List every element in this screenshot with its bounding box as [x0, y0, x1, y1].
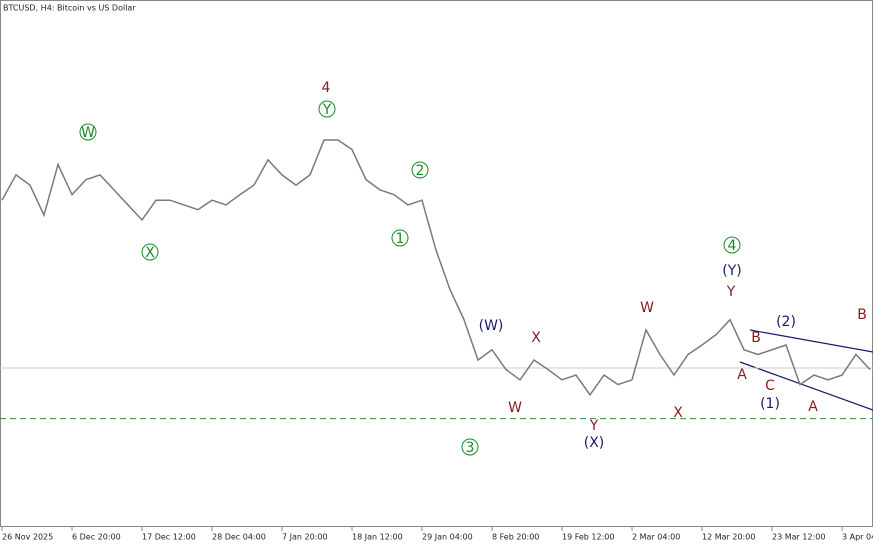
wave-label: W — [81, 125, 95, 141]
price-line — [1, 139, 871, 397]
x-tick-label: 29 Jan 04:00 — [422, 533, 473, 542]
wave-label: C — [765, 378, 775, 394]
x-tick-label: 28 Dec 04:00 — [212, 533, 266, 542]
channel-line — [739, 361, 873, 411]
wave-label: Y — [322, 102, 332, 118]
x-tick-label: 26 Nov 2025 — [2, 533, 53, 542]
wave-label: X — [145, 245, 155, 261]
wave-label: (1) — [760, 396, 780, 412]
x-tick-label: 18 Jan 12:00 — [352, 533, 403, 542]
wave-label: Y — [726, 284, 736, 300]
wave-circle — [461, 438, 479, 456]
x-tick-label: 3 Apr 04:00 — [842, 533, 873, 542]
wave-label: 3 — [466, 440, 475, 456]
x-tick-label: 17 Dec 12:00 — [142, 533, 196, 542]
wave-label: B — [751, 330, 761, 346]
wave-label: 1 — [396, 231, 405, 247]
wave-circle — [318, 100, 336, 118]
wave-label: W — [508, 400, 522, 416]
wave-label: 4 — [322, 80, 331, 96]
x-tick-label: 23 Mar 12:00 — [772, 533, 825, 542]
wave-label: B — [857, 307, 867, 323]
x-tick-label: 7 Jan 20:00 — [282, 533, 328, 542]
wave-circle — [141, 243, 159, 261]
x-tick-label: 12 Mar 20:00 — [702, 533, 755, 542]
x-tick-label: 6 Dec 20:00 — [72, 533, 121, 542]
wave-label: A — [737, 367, 747, 383]
x-tick-label: 8 Feb 20:00 — [492, 533, 539, 542]
wave-label: (Y) — [722, 263, 741, 279]
wave-circle — [79, 123, 97, 141]
wave-circle — [411, 161, 429, 179]
wave-label: X — [673, 405, 683, 421]
wave-label: A — [808, 399, 818, 415]
wave-label: W — [640, 300, 654, 316]
wave-label: Y — [589, 418, 599, 434]
wave-circle — [723, 236, 741, 254]
wave-label: (W) — [479, 318, 504, 334]
wave-label: (2) — [776, 314, 796, 330]
chart-title: BTCUSD, H4: Bitcoin vs US Dollar — [3, 4, 136, 13]
wave-label: 2 — [416, 163, 425, 179]
x-tick-label: 19 Feb 12:00 — [562, 533, 614, 542]
x-tick-label: 2 Mar 04:00 — [632, 533, 680, 542]
wave-circle — [391, 229, 409, 247]
wave-label: X — [531, 330, 541, 346]
wave-label: (X) — [584, 435, 605, 451]
channel-line — [749, 329, 873, 353]
wave-label: 4 — [728, 238, 737, 254]
